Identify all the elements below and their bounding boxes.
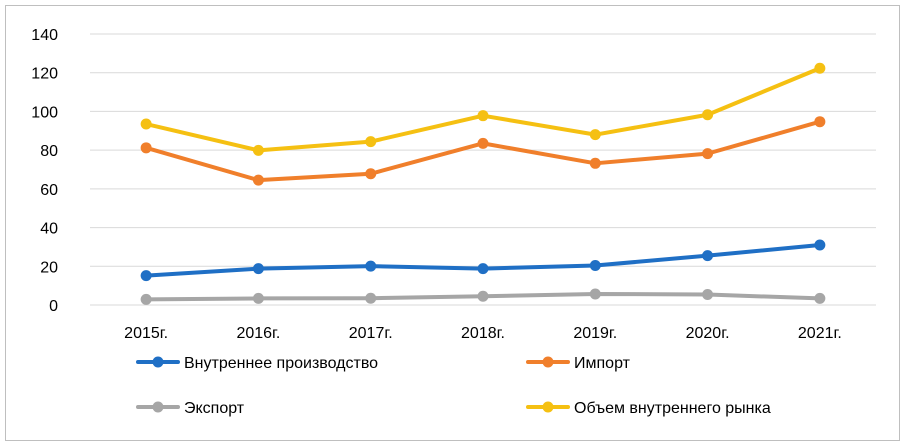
x-tick-label: 2015г. <box>124 325 168 342</box>
data-point <box>365 292 377 304</box>
y-tick-label: 20 <box>40 259 58 276</box>
legend: Внутреннее производство Импорт Экспорт Объе… <box>136 355 771 417</box>
legend-swatch-marker <box>542 356 554 368</box>
y-tick-label: 100 <box>31 104 58 121</box>
data-point <box>589 129 601 141</box>
y-axis: 0 20 40 60 80 100 120 140 <box>31 27 58 315</box>
y-tick-label: 0 <box>49 298 58 315</box>
data-point <box>477 110 489 122</box>
data-point <box>140 118 152 130</box>
y-tick-label: 60 <box>40 182 58 199</box>
legend-label: Внутреннее производство <box>184 355 378 372</box>
data-point <box>589 157 601 169</box>
data-point <box>140 142 152 154</box>
data-point <box>477 137 489 149</box>
data-point <box>702 148 714 160</box>
data-point <box>365 168 377 180</box>
data-point <box>702 250 714 262</box>
data-point <box>365 260 377 272</box>
legend-label: Объем внутреннего рынка <box>574 400 771 417</box>
data-point <box>477 263 489 275</box>
legend-label: Импорт <box>574 355 631 372</box>
data-point <box>140 293 152 305</box>
data-point <box>814 116 826 128</box>
x-tick-label: 2016г. <box>236 325 280 342</box>
data-point <box>814 239 826 251</box>
data-point <box>252 174 264 186</box>
legend-swatch-marker <box>152 356 164 368</box>
data-point <box>702 289 714 301</box>
data-point <box>589 260 601 272</box>
legend-swatch-marker <box>542 401 554 413</box>
y-tick-label: 140 <box>31 27 58 44</box>
series-line <box>144 119 822 183</box>
series-lines <box>140 62 826 305</box>
x-tick-label: 2020г. <box>686 325 730 342</box>
x-tick-label: 2019г. <box>573 325 617 342</box>
data-point <box>252 263 264 275</box>
x-axis: 2015г. 2016г. 2017г. 2018г. 2019г. 2020г. 2021… <box>124 325 842 342</box>
data-point <box>252 144 264 156</box>
y-tick-label: 80 <box>40 143 58 160</box>
data-point <box>589 288 601 300</box>
data-point <box>477 290 489 302</box>
legend-label: Экспорт <box>184 400 245 417</box>
data-point <box>365 136 377 148</box>
y-tick-label: 120 <box>31 66 58 83</box>
data-point <box>814 62 826 74</box>
y-tick-label: 40 <box>40 221 58 238</box>
legend-swatch-marker <box>152 401 164 413</box>
x-tick-label: 2021г. <box>798 325 842 342</box>
data-point <box>252 292 264 304</box>
data-point <box>814 292 826 304</box>
x-tick-label: 2017г. <box>349 325 393 342</box>
data-point <box>702 109 714 121</box>
chart-frame <box>5 5 900 441</box>
data-point <box>140 270 152 282</box>
x-tick-label: 2018г. <box>461 325 505 342</box>
